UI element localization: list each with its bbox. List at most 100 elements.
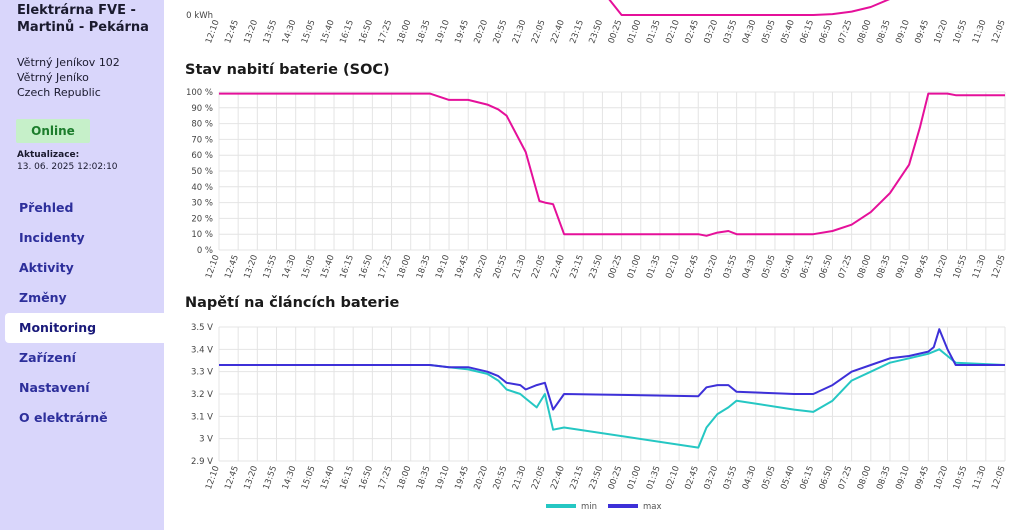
x-tick-label: 22:05 xyxy=(530,254,548,280)
x-tick-label: 20:20 xyxy=(472,465,490,491)
nav-item-incidenty[interactable]: Incidenty xyxy=(19,230,85,245)
y-tick-label: 3.2 V xyxy=(191,390,213,400)
last-update-label: Aktualizace: xyxy=(17,150,80,160)
x-tick-label: 16:50 xyxy=(357,19,375,45)
x-tick-label: 13:55 xyxy=(262,465,280,491)
x-tick-label: 05:40 xyxy=(779,465,797,491)
x-tick-label: 19:10 xyxy=(434,465,452,491)
x-tick-label: 08:35 xyxy=(875,465,893,491)
nav-item-zarizeni[interactable]: Zařízení xyxy=(19,350,76,365)
x-tick-label: 05:05 xyxy=(760,465,778,491)
x-tick-label: 08:00 xyxy=(856,254,874,280)
x-tick-label: 23:15 xyxy=(568,254,586,280)
soc-chart: 100 % 90 % 80 % 70 % 60 % 50 % 40 % 30 % 20 % 10 … xyxy=(186,88,1008,280)
x-tick-label: 09:10 xyxy=(894,254,912,280)
x-tick-label: 13:55 xyxy=(262,19,280,45)
x-tick-label: 06:15 xyxy=(798,19,816,45)
x-tick-label: 19:45 xyxy=(453,465,471,491)
x-tick-label: 03:20 xyxy=(702,19,720,45)
y-tick-label: 0 % xyxy=(197,246,213,256)
x-tick-label: 02:45 xyxy=(683,19,701,45)
x-tick-label: 09:10 xyxy=(894,19,912,45)
x-tick-label: 19:10 xyxy=(434,19,452,45)
x-tick-label: 23:15 xyxy=(568,19,586,45)
x-tick-label: 07:25 xyxy=(837,254,855,280)
y-tick-label: 50 % xyxy=(191,167,213,177)
y-tick-label: 30 % xyxy=(191,199,213,209)
x-tick-label: 11:30 xyxy=(971,254,989,280)
x-tick-label: 20:55 xyxy=(492,465,510,491)
x-tick-label: 22:05 xyxy=(530,19,548,45)
x-tick-label: 14:30 xyxy=(281,19,299,45)
nav-item-o-elektrarne[interactable]: O elektrárně xyxy=(19,410,108,425)
x-tick-label: 08:00 xyxy=(856,19,874,45)
x-tick-label: 15:40 xyxy=(319,465,337,491)
x-tick-label: 23:15 xyxy=(568,465,586,491)
x-tick-label: 14:30 xyxy=(281,465,299,491)
x-tick-label: 01:35 xyxy=(645,465,663,491)
x-tick-label: 06:50 xyxy=(818,19,836,45)
x-tick-label: 16:15 xyxy=(338,19,356,45)
nav-item-prehled[interactable]: Přehled xyxy=(19,200,74,215)
x-tick-label: 11:30 xyxy=(971,19,989,45)
x-tick-label: 20:55 xyxy=(492,19,510,45)
x-tick-label: 12:05 xyxy=(990,19,1008,45)
nav-item-zmeny[interactable]: Změny xyxy=(19,290,67,305)
y-tick-label: 40 % xyxy=(191,183,213,193)
series-line xyxy=(219,92,1005,237)
x-tick-label: 02:10 xyxy=(664,465,682,491)
x-tick-label: 10:55 xyxy=(952,19,970,45)
x-tick-label: 07:25 xyxy=(837,465,855,491)
energy-chart: 2 kWh0 kWh12:1012:4513:2013:5514:3015:05… xyxy=(186,0,1008,45)
plant-name: Elektrárna FVE - Martinů - Pekárna xyxy=(17,3,149,35)
x-tick-label: 21:30 xyxy=(511,254,529,280)
x-tick-label: 22:40 xyxy=(549,254,567,280)
x-tick-label: 10:55 xyxy=(952,254,970,280)
x-tick-label: 13:55 xyxy=(262,254,280,280)
x-tick-label: 19:10 xyxy=(434,254,452,280)
x-tick-label: 19:45 xyxy=(453,19,471,45)
x-tick-label: 23:50 xyxy=(587,465,605,491)
nav-item-nastaveni[interactable]: Nastavení xyxy=(19,380,90,395)
x-tick-label: 18:35 xyxy=(415,19,433,45)
x-tick-label: 09:45 xyxy=(913,465,931,491)
series-line-min xyxy=(219,348,1006,449)
x-tick-label: 02:10 xyxy=(664,19,682,45)
address-country: Czech Republic xyxy=(17,86,101,99)
nav-item-aktivity[interactable]: Aktivity xyxy=(19,260,74,275)
x-tick-label: 13:20 xyxy=(242,19,260,45)
sidebar-nav: Přehled Incidenty Aktivity Změny Monitor… xyxy=(0,193,164,433)
x-tick-label: 03:20 xyxy=(702,465,720,491)
y-tick-label: 70 % xyxy=(191,135,213,145)
x-tick-label: 06:15 xyxy=(798,465,816,491)
x-tick-label: 16:15 xyxy=(338,465,356,491)
y-tick-label: 100 % xyxy=(186,88,213,98)
x-tick-label: 18:00 xyxy=(396,19,414,45)
x-tick-label: 06:50 xyxy=(818,254,836,280)
x-tick-label: 09:10 xyxy=(894,465,912,491)
nav-item-monitoring[interactable]: Monitoring xyxy=(5,313,164,343)
x-tick-label: 23:50 xyxy=(587,254,605,280)
y-tick-label: 60 % xyxy=(191,151,213,161)
x-tick-label: 12:10 xyxy=(204,19,222,45)
voltage-chart-title: Napětí na článcích baterie xyxy=(185,295,400,311)
x-tick-label: 05:40 xyxy=(779,19,797,45)
x-tick-label: 03:55 xyxy=(722,254,740,280)
x-tick-label: 22:05 xyxy=(530,465,548,491)
x-tick-label: 08:35 xyxy=(875,19,893,45)
status-badge: Online xyxy=(16,119,90,143)
x-tick-label: 01:00 xyxy=(626,254,644,280)
x-tick-label: 08:35 xyxy=(875,254,893,280)
x-tick-label: 18:00 xyxy=(396,465,414,491)
x-tick-label: 01:35 xyxy=(645,254,663,280)
y-tick-label: 3.4 V xyxy=(191,345,213,355)
x-tick-label: 18:35 xyxy=(415,465,433,491)
x-tick-label: 19:45 xyxy=(453,254,471,280)
series-line-max xyxy=(219,328,1005,411)
x-tick-label: 18:35 xyxy=(415,254,433,280)
x-tick-label: 20:55 xyxy=(492,254,510,280)
x-tick-label: 12:45 xyxy=(223,465,241,491)
x-tick-label: 13:20 xyxy=(242,254,260,280)
x-tick-label: 10:55 xyxy=(952,465,970,491)
y-tick-label: 3.3 V xyxy=(191,368,213,378)
